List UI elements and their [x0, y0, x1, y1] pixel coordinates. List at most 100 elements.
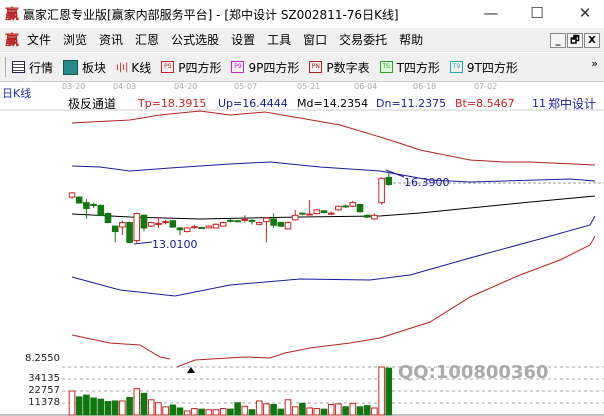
- candle-body: [342, 205, 349, 208]
- volume-bar: [68, 390, 76, 416]
- candle-body: [147, 222, 155, 227]
- candle-body: [219, 222, 227, 227]
- indicator-dn: Dn=11.2375: [376, 97, 447, 110]
- volume-bar: [277, 408, 285, 416]
- candle-body: [75, 196, 83, 204]
- tp-band-line: [71, 110, 596, 166]
- candle-body: [270, 218, 277, 226]
- indicator-count: 11: [532, 97, 546, 110]
- volume-bar: [270, 403, 277, 416]
- volume-bar: [169, 404, 177, 416]
- ts-icon: TS: [379, 61, 393, 73]
- minimize-button[interactable]: —: [483, 4, 499, 22]
- candle-body: [234, 220, 241, 223]
- candle-body: [378, 177, 385, 204]
- candle-body: [162, 221, 169, 224]
- menu-help[interactable]: 帮助: [399, 33, 424, 47]
- indicator-name: 极反通道: [68, 97, 117, 111]
- date-tick: 06-18: [413, 82, 437, 91]
- menu-trade[interactable]: 交易委托: [339, 33, 388, 47]
- toolbar-p-number-button[interactable]: PN P数字表: [309, 59, 370, 76]
- menu-huien[interactable]: 汇恩: [135, 33, 160, 47]
- candle-body: [227, 219, 234, 222]
- candle-body: [176, 227, 184, 231]
- candle-body: [140, 214, 148, 229]
- volume-bar: [126, 396, 133, 416]
- indicator-tp: Tp=18.3915: [138, 97, 207, 110]
- volume-bar: [155, 402, 162, 416]
- toolbar-label: P数字表: [326, 60, 370, 75]
- toolbar-quote-button[interactable]: 行情: [12, 59, 53, 76]
- menu-window[interactable]: 窗口: [303, 33, 328, 47]
- volume-bar: [198, 408, 205, 416]
- menu-news[interactable]: 资讯: [99, 33, 124, 47]
- watermark-qq: QQ:100800360: [398, 362, 549, 383]
- volume-axis-label: 22757: [28, 385, 60, 396]
- volume-bar: [371, 407, 378, 416]
- volume-bar: [299, 402, 306, 416]
- candle-body: [97, 204, 105, 216]
- toolbar-t-square-button[interactable]: TS T四方形: [379, 59, 440, 76]
- md-line: [71, 195, 596, 220]
- toolbar-p-square-button[interactable]: PS P四方形: [161, 59, 221, 76]
- toolbar-more-button[interactable]: »: [591, 57, 598, 70]
- candle-body: [68, 192, 76, 198]
- candle-body: [155, 222, 162, 225]
- toolbar-9t-square-button[interactable]: T9 9T四方形: [449, 59, 518, 76]
- toolbar-9p-square-button[interactable]: P9 9P四方形: [231, 59, 299, 76]
- candle-body: [327, 212, 335, 215]
- candle-body: [191, 226, 198, 229]
- volume-axis-label: 11378: [28, 397, 60, 408]
- menu-browse[interactable]: 浏览: [63, 33, 88, 47]
- toolbar-label: P四方形: [178, 60, 222, 75]
- mdi-minimize-button[interactable]: _: [550, 33, 566, 48]
- candle-body: [133, 213, 141, 242]
- volume-bar: [313, 408, 321, 416]
- volume-axis-label: 34135: [28, 373, 60, 384]
- candle-body: [320, 210, 328, 214]
- date-tick: 04-20: [174, 82, 198, 91]
- volume-bar: [378, 366, 385, 416]
- volume-bar: [363, 405, 371, 416]
- candle-body: [198, 227, 205, 230]
- mdi-restore-button[interactable]: 🗗: [567, 33, 583, 48]
- up-band-line: [71, 161, 596, 183]
- volume-bar: [140, 392, 148, 416]
- menu-settings[interactable]: 设置: [231, 33, 256, 47]
- volume-bar: [335, 403, 342, 416]
- volume-bar: [356, 406, 364, 416]
- volume-bar: [234, 402, 241, 416]
- menu-tools[interactable]: 工具: [267, 33, 292, 47]
- toolbar-kline-button[interactable]: ı|ı| K线: [116, 59, 151, 76]
- date-tick: 04-03: [113, 82, 137, 91]
- toolbar-sector-button[interactable]: 板块: [63, 59, 106, 76]
- candle-body: [306, 213, 313, 216]
- date-tick: 07-02: [474, 82, 498, 91]
- toolbar-grip: [5, 57, 7, 77]
- candle-body: [126, 222, 133, 243]
- volume-bar: [342, 406, 349, 416]
- period-label[interactable]: 日K线: [2, 87, 32, 100]
- candle-body: [284, 222, 292, 230]
- volume-axis-label: 8.2550: [25, 353, 60, 364]
- pn-icon: PN: [309, 61, 323, 73]
- close-button[interactable]: ✕: [578, 4, 592, 22]
- volume-bar: [183, 410, 191, 416]
- volume-bar: [133, 388, 141, 416]
- volume-bar: [241, 405, 249, 416]
- menu-file[interactable]: 文件: [27, 33, 52, 47]
- toolbar-label: 9T四方形: [466, 60, 518, 75]
- mdi-close-button[interactable]: X: [584, 33, 600, 48]
- candle-body: [104, 213, 112, 224]
- menu-formula[interactable]: 公式选股: [171, 33, 220, 47]
- maximize-button[interactable]: ☐: [530, 4, 544, 22]
- candle-body: [111, 225, 119, 233]
- toolbar-label: 板块: [82, 60, 107, 75]
- volume-bar: [385, 367, 393, 416]
- t9-icon: T9: [449, 61, 463, 73]
- volume-bar: [90, 397, 97, 416]
- volume-bar: [212, 409, 220, 416]
- sector-grid-icon: [63, 59, 79, 75]
- candle-body: [241, 218, 249, 221]
